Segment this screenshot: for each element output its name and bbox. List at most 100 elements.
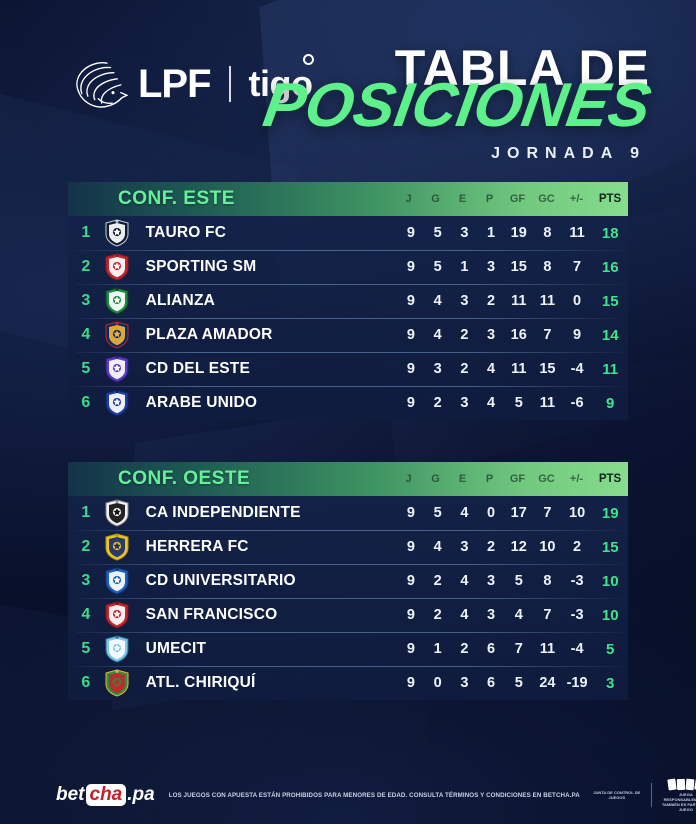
cell-g: 2 — [433, 573, 442, 589]
team-name: TAURO FC — [145, 224, 227, 241]
reg-label-1: JUNTA DE CONTROL DE JUEGOS — [593, 790, 641, 800]
cell-p: 2 — [487, 293, 496, 309]
cell-e: 2 — [460, 327, 469, 343]
table-row[interactable]: 5 UMECIT 9 1 2 6 7 11 -4 5 — [68, 632, 628, 666]
cell-pts: 3 — [606, 674, 615, 692]
cell-p: 4 — [487, 395, 496, 411]
arabe-unido-crest — [105, 389, 129, 417]
cell-gf: 11 — [511, 293, 527, 309]
cell-gf: 19 — [510, 225, 527, 241]
table-header-este: CONF. ESTE J G E P GF GC +/- PTS — [68, 182, 628, 216]
cell-g: 3 — [433, 361, 442, 377]
alianza-crest — [105, 287, 129, 315]
column-header-pts: PTS — [598, 473, 622, 485]
row-rank: 3 — [81, 572, 91, 589]
cell-gc: 11 — [539, 293, 556, 309]
cell-pm: -19 — [566, 675, 588, 691]
table-row[interactable]: 1 CA INDEPENDIENTE 9 5 4 0 17 7 10 19 — [68, 496, 628, 530]
betcha-cha: cha — [85, 784, 127, 806]
table-row[interactable]: 6 ARABE UNIDO 9 2 3 4 5 11 -6 9 — [68, 386, 628, 420]
row-rank: 1 — [81, 504, 91, 521]
matchday-label: JORNADA 9 — [491, 144, 646, 162]
team-name: SPORTING SM — [145, 258, 257, 275]
page-title-line1: TABLA DE — [394, 40, 650, 96]
table-row[interactable]: 5 CD DEL ESTE 9 3 2 4 11 15 -4 11 — [68, 352, 628, 386]
column-header-pm: +/- — [569, 473, 584, 485]
lpf-wordmark: LPF — [138, 62, 212, 106]
table-row[interactable]: 2 HERRERA FC 9 4 3 2 12 10 2 15 — [68, 530, 628, 564]
legal-disclaimer: LOS JUEGOS CON APUESTA ESTÁN PROHIBIDOS … — [168, 791, 580, 799]
column-header-pm: +/- — [569, 193, 584, 205]
row-rank: 5 — [81, 360, 91, 377]
cell-pm: -6 — [570, 395, 584, 411]
cell-pts: 16 — [601, 258, 619, 276]
cell-g: 5 — [433, 259, 442, 275]
cell-gf: 16 — [510, 327, 527, 343]
team-name: ALIANZA — [145, 292, 216, 309]
cell-gf: 5 — [514, 675, 523, 691]
cell-e: 3 — [460, 225, 469, 241]
cell-pts: 18 — [601, 224, 619, 242]
playing-cards-icon — [659, 777, 696, 791]
cd-del-este-crest — [105, 355, 129, 383]
table-row[interactable]: 1 TAURO FC 9 5 3 1 19 8 11 18 — [68, 216, 628, 250]
cell-p: 1 — [487, 225, 496, 241]
cell-p: 6 — [487, 675, 496, 691]
column-header-gc: GC — [538, 193, 555, 205]
betcha-pa: .pa — [127, 784, 155, 805]
lpf-tigo-logo: LPF tigo — [72, 58, 313, 110]
cell-pts: 10 — [601, 572, 619, 590]
cell-pm: -4 — [570, 361, 584, 377]
cell-j: 9 — [406, 361, 415, 377]
column-header-p: P — [485, 193, 494, 205]
cell-gf: 7 — [514, 641, 523, 657]
table-row[interactable]: 4 SAN FRANCISCO 9 2 4 3 4 7 -3 10 — [68, 598, 628, 632]
row-rank: 1 — [81, 224, 91, 241]
cell-j: 9 — [406, 641, 415, 657]
cell-g: 5 — [433, 225, 442, 241]
table-row[interactable]: 4 PLAZA AMADOR 9 4 2 3 16 7 9 14 — [68, 318, 628, 352]
cd-universitario-crest — [105, 567, 129, 595]
cell-e: 4 — [460, 505, 469, 521]
team-name: HERRERA FC — [145, 538, 249, 555]
eagle-icon — [76, 62, 128, 108]
table-row[interactable]: 3 ALIANZA 9 4 3 2 11 11 0 15 — [68, 284, 628, 318]
table-row[interactable]: 3 CD UNIVERSITARIO 9 2 4 3 5 8 -3 10 — [68, 564, 628, 598]
team-name: ARABE UNIDO — [145, 394, 258, 411]
cell-gc: 7 — [543, 327, 552, 343]
cell-j: 9 — [406, 607, 415, 623]
table-row[interactable]: 2 SPORTING SM 9 5 1 3 15 8 7 16 — [68, 250, 628, 284]
cell-p: 3 — [487, 327, 496, 343]
cell-gf: 11 — [511, 361, 527, 377]
reg-label-2: JUEGA RESPONSABLEMENTE TAMBIÉN ES PARTE … — [661, 791, 696, 812]
cell-pts: 11 — [602, 360, 619, 378]
column-header-g: G — [431, 473, 440, 485]
cell-gc: 8 — [543, 259, 552, 275]
tauro-fc-crest — [105, 219, 129, 247]
team-name: PLAZA AMADOR — [145, 326, 273, 343]
cell-gc: 10 — [539, 539, 556, 555]
table-row[interactable]: 6 ATL. CHIRIQUÍ 9 0 3 6 5 24 -19 3 — [68, 666, 628, 700]
cell-j: 9 — [406, 327, 415, 343]
row-rank: 6 — [81, 674, 91, 691]
betcha-logo[interactable]: bet cha .pa — [56, 784, 155, 806]
cell-gf: 4 — [514, 607, 523, 623]
column-header-gf: GF — [509, 193, 526, 205]
cell-g: 2 — [433, 395, 442, 411]
cell-gc: 8 — [543, 225, 552, 241]
cell-p: 3 — [487, 573, 496, 589]
column-header-p: P — [485, 473, 494, 485]
cell-e: 3 — [460, 539, 469, 555]
cell-gf: 5 — [514, 573, 523, 589]
cell-gc: 7 — [543, 607, 552, 623]
cell-gc: 7 — [543, 505, 552, 521]
cell-gc: 8 — [543, 573, 552, 589]
column-header-e: E — [458, 193, 467, 205]
cell-gf: 15 — [510, 259, 527, 275]
cell-g: 5 — [433, 505, 442, 521]
cell-e: 4 — [460, 607, 469, 623]
cell-pts: 10 — [601, 606, 619, 624]
betcha-bet: bet — [56, 784, 85, 805]
cell-j: 9 — [406, 573, 415, 589]
page-title-line2: POSICIONES — [258, 71, 656, 140]
